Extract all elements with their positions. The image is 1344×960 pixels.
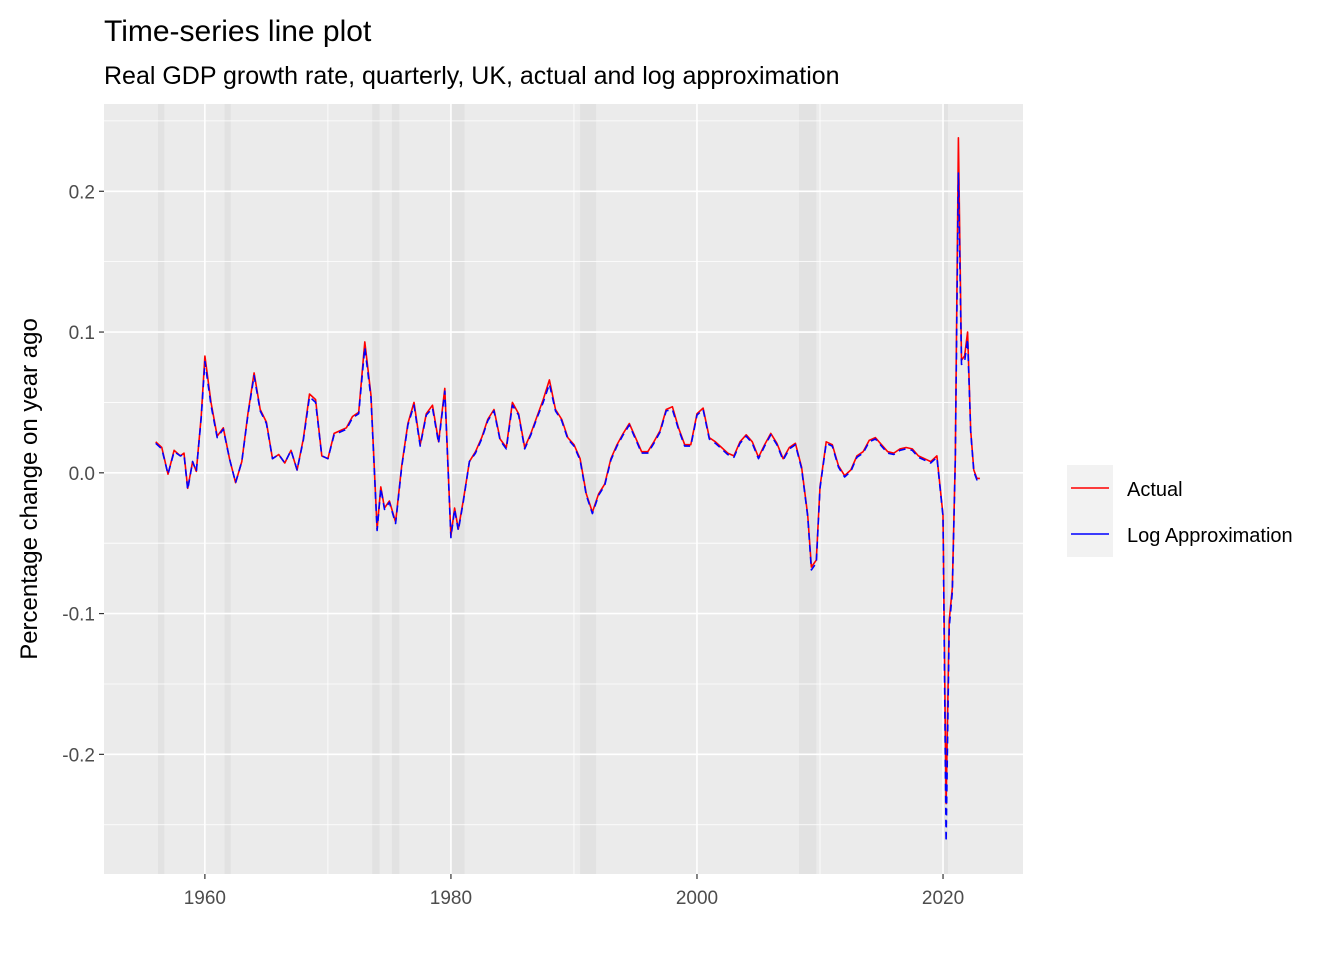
recession-band — [580, 104, 597, 874]
y-tick-label: 0.2 — [69, 182, 95, 203]
minor-gridlines — [104, 104, 1023, 874]
recession-band — [943, 104, 948, 874]
series-lines — [155, 137, 980, 843]
y-tick-label: 0.1 — [69, 323, 95, 344]
recession-band — [224, 104, 231, 874]
y-axis-label: Percentage change on year ago — [16, 318, 43, 660]
series-line-log-approximation — [155, 172, 980, 843]
x-axis: 1960 1980 2000 2020 — [184, 874, 964, 909]
y-tick-label: 0.0 — [69, 464, 95, 485]
y-axis: -0.2 -0.1 0.0 0.1 0.2 — [62, 182, 104, 766]
x-tick-label: 1980 — [430, 888, 472, 909]
x-tick-label: 2020 — [922, 888, 964, 909]
recession-band — [391, 104, 400, 874]
recession-band — [158, 104, 165, 874]
legend-label-log-approximation: Log Approximation — [1127, 525, 1293, 547]
legend-label-actual: Actual — [1127, 479, 1183, 501]
y-tick-label: -0.1 — [62, 605, 95, 626]
legend: Actual Log Approximation — [1067, 465, 1293, 557]
recession-band — [450, 104, 465, 874]
y-tick-label: -0.2 — [62, 745, 95, 766]
chart-subtitle: Real GDP growth rate, quarterly, UK, act… — [104, 62, 840, 90]
major-gridlines — [104, 104, 1023, 874]
x-tick-label: 1960 — [184, 888, 226, 909]
x-tick-label: 2000 — [676, 888, 718, 909]
recession-band — [799, 104, 817, 874]
chart-title: Time-series line plot — [104, 15, 372, 48]
plot-panel — [104, 104, 1023, 874]
